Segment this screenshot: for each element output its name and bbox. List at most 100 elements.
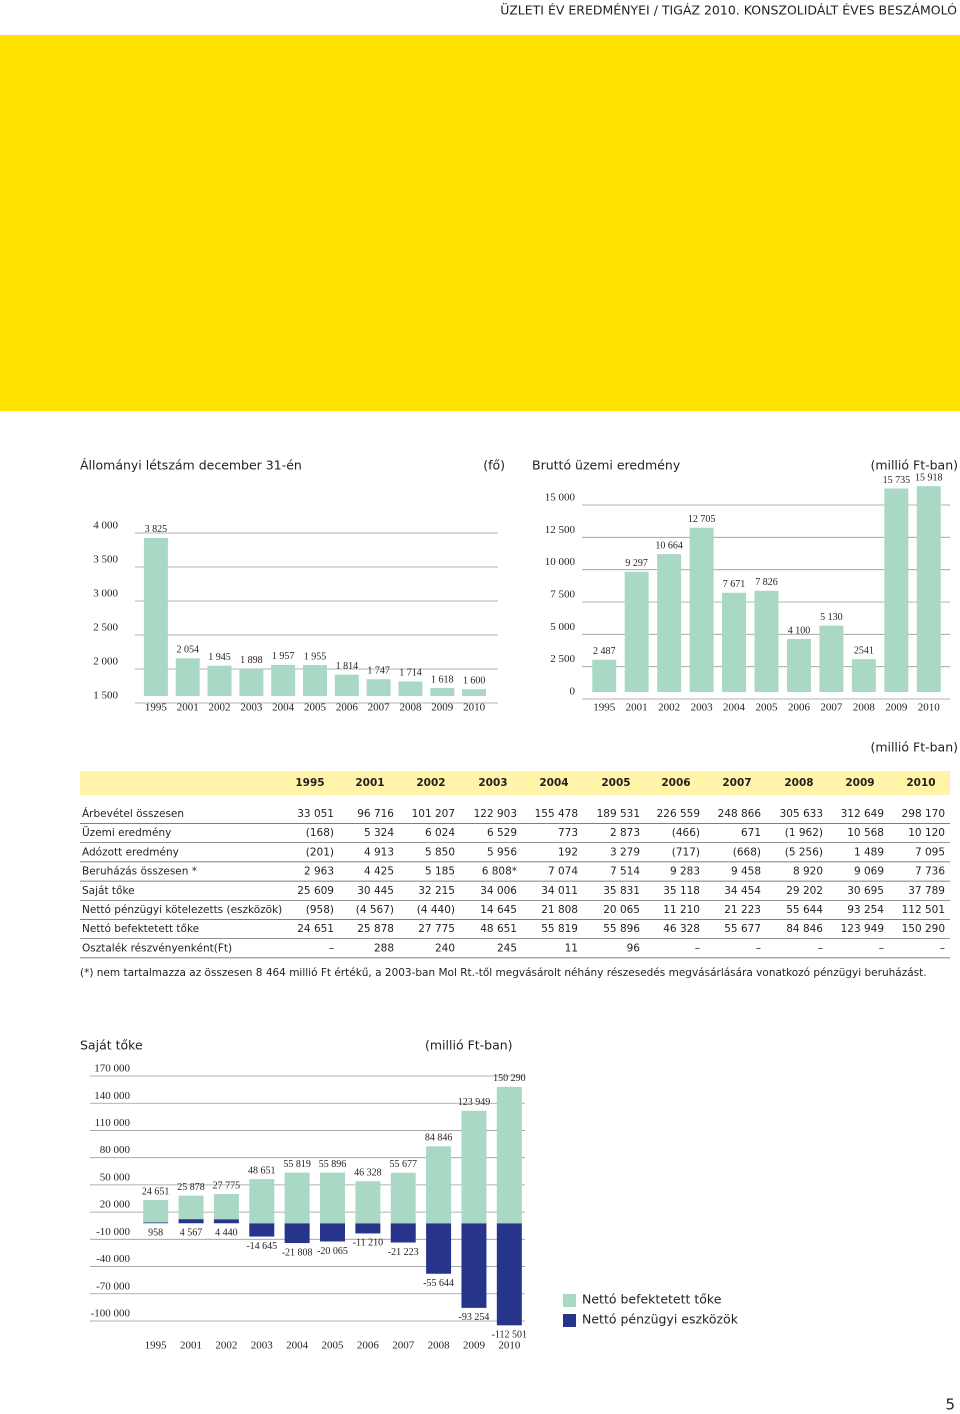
value-label: 1 714 — [399, 668, 422, 679]
bar — [819, 625, 844, 692]
row-label: Árbevétel összesen — [82, 807, 184, 820]
y-tick-label: 1 500 — [93, 690, 118, 702]
bar-segment — [426, 1146, 452, 1224]
value-label: 1 898 — [240, 655, 263, 666]
bar-segment — [390, 1223, 416, 1243]
x-tick-label: 1995 — [145, 1340, 168, 1352]
value-label: 1 747 — [367, 666, 390, 677]
table-header: 2009 — [845, 777, 874, 789]
table-cell: (4 440) — [417, 904, 455, 916]
page-header: ÜZLETI ÉV EREDMÉNYEI / TIGÁZ 2010. KONSZ… — [500, 2, 957, 18]
x-tick-label: 2003 — [691, 702, 714, 714]
table-cell: (168) — [306, 827, 334, 839]
x-tick-label: 2006 — [357, 1340, 380, 1352]
table-cell: 48 651 — [480, 923, 517, 935]
bar — [722, 592, 747, 692]
x-tick-label: 2005 — [322, 1340, 345, 1352]
value-label: 9 297 — [625, 558, 648, 569]
x-tick-label: 2008 — [853, 702, 876, 714]
table-cell: 11 — [565, 942, 578, 954]
y-tick-label: 2 500 — [550, 653, 575, 665]
table-cell: 96 — [627, 942, 641, 954]
y-tick-label: 170 000 — [94, 1063, 130, 1075]
bar-segment — [355, 1181, 381, 1224]
legend-label: Nettó pénzügyi eszközök — [582, 1312, 739, 1327]
value-label: 1 957 — [272, 651, 295, 662]
x-tick-label: 2008 — [428, 1340, 451, 1352]
table-cell: 25 609 — [297, 885, 334, 897]
table-cell: (4 567) — [356, 904, 394, 916]
table-cell: 55 644 — [786, 904, 823, 916]
value-label: 2 054 — [176, 645, 199, 656]
table-cell: 35 831 — [603, 885, 640, 897]
table-header: 2007 — [722, 777, 751, 789]
bar-segment — [320, 1223, 345, 1242]
y-tick-label: 4 000 — [93, 520, 118, 532]
table-cell: 34 006 — [480, 885, 517, 897]
table-header: 2003 — [478, 777, 507, 789]
table-cell: 7 095 — [915, 846, 945, 858]
value-label: -93 254 — [459, 1312, 490, 1323]
x-tick-label: 1995 — [145, 702, 168, 714]
table-cell: 150 290 — [902, 923, 945, 935]
value-label: 1 618 — [431, 674, 454, 685]
table-cell: – — [329, 942, 334, 954]
table-cell: 7 736 — [915, 866, 945, 878]
table-cell: 248 866 — [718, 808, 762, 820]
x-tick-label: 2007 — [820, 702, 843, 714]
y-tick-label: 12 500 — [545, 524, 576, 536]
value-label: -20 065 — [317, 1246, 348, 1257]
table-cell: (466) — [672, 827, 700, 839]
table-cell: 84 846 — [786, 923, 823, 935]
bar-segment — [496, 1086, 522, 1224]
x-tick-label: 2010 — [918, 702, 941, 714]
y-tick-label: -40 000 — [96, 1253, 130, 1265]
table-cell: 11 210 — [663, 904, 700, 916]
x-tick-label: 2004 — [272, 702, 295, 714]
value-label: -112 501 — [492, 1330, 527, 1341]
y-tick-label: 110 000 — [95, 1117, 131, 1129]
y-tick-label: 7 500 — [550, 589, 575, 601]
table-cell: 240 — [435, 942, 455, 954]
table-cell: 33 051 — [297, 808, 334, 820]
value-label: 1 600 — [463, 675, 486, 686]
x-tick-label: 2007 — [368, 702, 391, 714]
table-cell: 37 789 — [908, 885, 945, 897]
x-tick-label: 2009 — [885, 702, 908, 714]
table-cell: 671 — [741, 827, 761, 839]
value-label: 55 677 — [389, 1159, 417, 1170]
chart-unit: (millió Ft-ban) — [425, 1038, 513, 1053]
value-label: 1 945 — [208, 652, 231, 663]
table-cell: 21 808 — [541, 904, 578, 916]
table-cell: 122 903 — [474, 808, 517, 820]
value-label: 4 100 — [788, 625, 811, 636]
table-cell: 4 913 — [364, 846, 394, 858]
bar-segment — [426, 1223, 452, 1274]
bar-segment — [213, 1194, 239, 1220]
table-header: 2002 — [416, 777, 445, 789]
x-tick-label: 2009 — [431, 702, 454, 714]
y-tick-label: 80 000 — [100, 1144, 131, 1156]
x-tick-label: 2004 — [286, 1340, 309, 1352]
y-tick-label: 140 000 — [94, 1090, 130, 1102]
x-tick-label: 2001 — [626, 702, 648, 714]
table-cell: 4 425 — [364, 866, 394, 878]
bar-segment — [355, 1223, 381, 1234]
x-tick-label: 2003 — [240, 702, 263, 714]
x-tick-label: 2010 — [498, 1340, 521, 1352]
table-cell: (958) — [306, 904, 334, 916]
x-tick-label: 2006 — [336, 702, 359, 714]
value-label: 5 130 — [820, 612, 843, 623]
value-label: 2 487 — [593, 646, 616, 657]
table-cell: 21 223 — [724, 904, 761, 916]
bar — [398, 681, 423, 696]
table-cell: 9 458 — [731, 866, 761, 878]
bar-segment — [390, 1172, 416, 1224]
bar — [916, 486, 941, 692]
value-label: 12 705 — [688, 514, 716, 525]
row-label: Adózott eredmény — [82, 846, 179, 858]
legend-swatch — [563, 1314, 576, 1327]
table-cell: 3 279 — [610, 846, 640, 858]
table-cell: 1 489 — [854, 846, 884, 858]
